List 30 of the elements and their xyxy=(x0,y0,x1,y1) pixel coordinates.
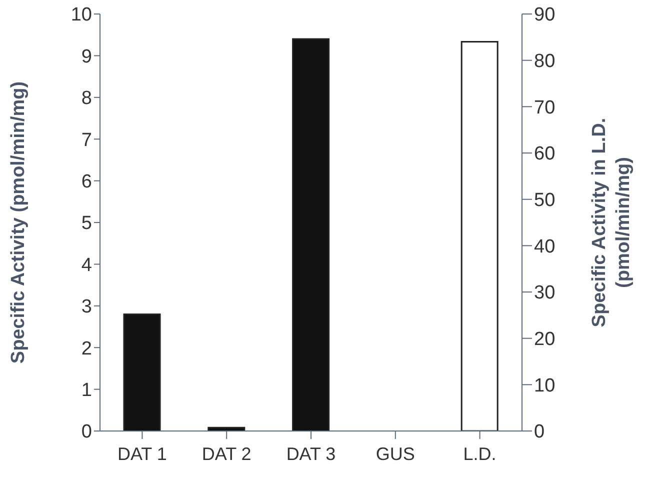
y-tick-label: 1 xyxy=(81,380,92,402)
bar xyxy=(292,38,330,431)
y-tick-label: 9 xyxy=(81,46,92,68)
y2-tick-label: 30 xyxy=(534,282,556,304)
x-tick-label: DAT 1 xyxy=(118,444,167,464)
x-tick-label: DAT 3 xyxy=(286,444,336,464)
x-tick-label: L.D. xyxy=(463,444,496,464)
y-tick-label: 0 xyxy=(81,422,92,443)
y2-axis-title: Specific Activity in L.D. (pmol/min/mg) xyxy=(589,118,634,328)
y-axis-title: Specific Activity (pmol/min/mg) xyxy=(8,81,29,364)
y2-tick-label: 20 xyxy=(534,329,556,350)
y-tick-label: 2 xyxy=(81,338,92,360)
y2-tick-label: 90 xyxy=(534,4,556,26)
y-tick-label: 5 xyxy=(81,213,92,234)
y2-tick-label: 0 xyxy=(534,422,545,443)
y-tick-label: 8 xyxy=(81,88,92,110)
y-tick-label: 4 xyxy=(81,254,92,276)
x-tick-label: GUS xyxy=(376,444,415,464)
bar xyxy=(123,313,161,431)
y-tick-label: 7 xyxy=(81,130,92,151)
y2-tick-label: 70 xyxy=(534,97,556,118)
y2-tick-label: 40 xyxy=(534,236,556,258)
y-tick-label: 6 xyxy=(81,172,92,193)
y2-tick-label: 50 xyxy=(534,190,556,212)
y-tick-label: 3 xyxy=(81,296,92,318)
x-tick-label: DAT 2 xyxy=(202,444,252,464)
y2-tick-label: 80 xyxy=(534,51,556,72)
y2-tick-label: 10 xyxy=(534,375,556,396)
y-tick-label: 10 xyxy=(70,4,92,26)
y2-tick-label: 60 xyxy=(534,144,556,165)
